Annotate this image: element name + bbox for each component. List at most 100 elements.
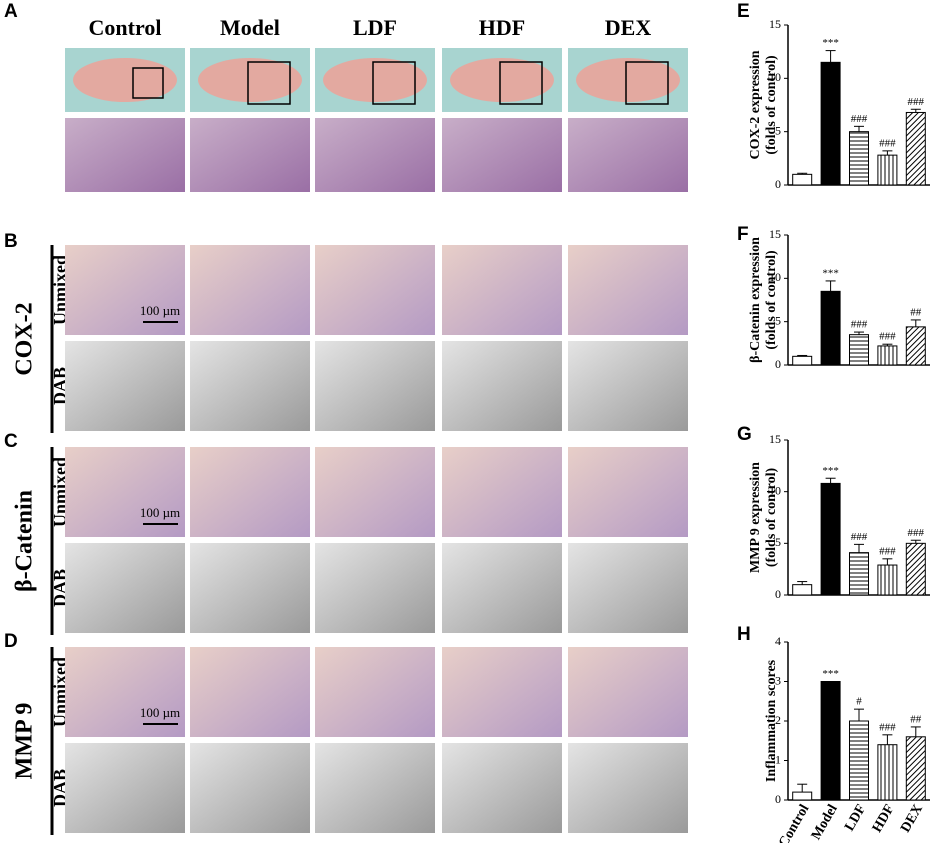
significance-label: ### — [879, 137, 896, 149]
significance-label: *** — [822, 37, 839, 49]
gross-tissue — [323, 58, 427, 102]
histology-photo — [315, 118, 435, 192]
x-tick-label: DEX — [898, 802, 926, 835]
column-header: Control — [89, 15, 162, 40]
y-tick-label: 0 — [775, 177, 781, 191]
x-tick-label: Control — [776, 802, 812, 843]
y-tick-label: 4 — [775, 634, 781, 648]
y-tick-label: 5 — [775, 123, 781, 137]
bar — [820, 681, 841, 801]
column-header: Model — [220, 15, 280, 40]
bar — [905, 542, 926, 596]
roi-box — [372, 61, 416, 105]
y-axis-label: β-Catenin expression — [748, 237, 763, 363]
x-tick-label: LDF — [842, 802, 869, 834]
dab-photo — [568, 743, 688, 833]
y-axis-label: (folds of control) — [764, 250, 779, 350]
significance-label: *** — [822, 465, 839, 477]
y-tick-label: 10 — [769, 270, 781, 284]
scale-bar-label: 100 µm — [140, 303, 180, 318]
significance-label: ## — [910, 306, 922, 318]
y-axis-label: (folds of control) — [764, 55, 779, 155]
y-tick-label: 0 — [775, 792, 781, 806]
gross-tissue — [576, 58, 680, 102]
unmixed-photo — [315, 647, 435, 737]
row-label: MMP 9 — [12, 703, 38, 780]
y-tick-label: 10 — [769, 483, 781, 497]
bar — [849, 334, 869, 366]
unmixed-photo — [190, 245, 310, 335]
panel-label: E — [737, 1, 750, 22]
y-tick-label: 5 — [775, 313, 781, 327]
unmixed-photo — [190, 447, 310, 537]
dab-photo — [315, 543, 435, 633]
gross-tissue — [73, 58, 177, 102]
unmixed-photo — [190, 647, 310, 737]
dab-photo — [65, 341, 185, 431]
gross-tissue — [450, 58, 554, 102]
row-label: β-Catenin — [12, 490, 38, 592]
significance-label: ### — [879, 721, 896, 733]
histology-photo — [65, 118, 185, 192]
y-tick-label: 15 — [769, 432, 781, 446]
significance-label: ### — [851, 113, 868, 125]
scale-bar-label: 100 µm — [140, 705, 180, 720]
gross-tissue — [198, 58, 302, 102]
bar — [905, 326, 926, 366]
histology-photo — [568, 118, 688, 192]
y-axis-label: COX-2 expression — [748, 50, 763, 159]
panel-label: A — [4, 1, 18, 22]
unmixed-photo — [315, 447, 435, 537]
y-tick-label: 10 — [769, 70, 781, 84]
bar — [849, 552, 869, 596]
unmixed-photo — [568, 447, 688, 537]
significance-label: ### — [851, 531, 868, 543]
bar — [792, 173, 813, 186]
scale-bar-label: 100 µm — [140, 505, 180, 520]
bar — [877, 345, 898, 366]
dab-photo — [315, 743, 435, 833]
dab-photo — [65, 543, 185, 633]
dab-photo — [442, 743, 562, 833]
bar — [792, 791, 813, 801]
unmixed-photo — [442, 245, 562, 335]
y-axis-label: (folds of control) — [764, 468, 779, 568]
significance-label: # — [856, 696, 862, 708]
y-tick-label: 0 — [775, 357, 781, 371]
y-tick-label: 15 — [769, 227, 781, 241]
y-axis-label: MMP 9 expression — [748, 462, 763, 573]
x-tick-label: Model — [809, 802, 841, 843]
x-tick-label: HDF — [870, 802, 898, 835]
unmixed-photo — [65, 447, 185, 537]
significance-label: ### — [851, 319, 868, 331]
panel-label: C — [4, 431, 18, 452]
panel-label: H — [737, 624, 751, 645]
roi-box — [499, 61, 543, 105]
y-tick-label: 2 — [775, 713, 781, 727]
significance-label: ### — [908, 96, 925, 108]
bar — [877, 744, 898, 801]
y-tick-label: 5 — [775, 535, 781, 549]
roi-box — [625, 61, 669, 105]
row-label: COX-2 — [12, 302, 38, 375]
bar — [849, 720, 869, 801]
unmixed-photo — [65, 245, 185, 335]
unmixed-photo — [568, 647, 688, 737]
dab-photo — [568, 341, 688, 431]
roi-box — [132, 67, 164, 99]
unmixed-photo — [568, 245, 688, 335]
bar — [820, 61, 841, 186]
bar — [792, 355, 813, 366]
bar — [849, 131, 869, 186]
y-axis-label: Inflammation scores — [764, 659, 779, 782]
y-tick-label: 15 — [769, 17, 781, 31]
significance-label: *** — [822, 668, 839, 680]
bar — [820, 482, 841, 596]
bar — [877, 154, 898, 186]
panel-label: G — [737, 424, 752, 445]
column-header: LDF — [353, 15, 397, 40]
unmixed-photo — [442, 647, 562, 737]
roi-box — [247, 61, 291, 105]
dab-photo — [442, 543, 562, 633]
